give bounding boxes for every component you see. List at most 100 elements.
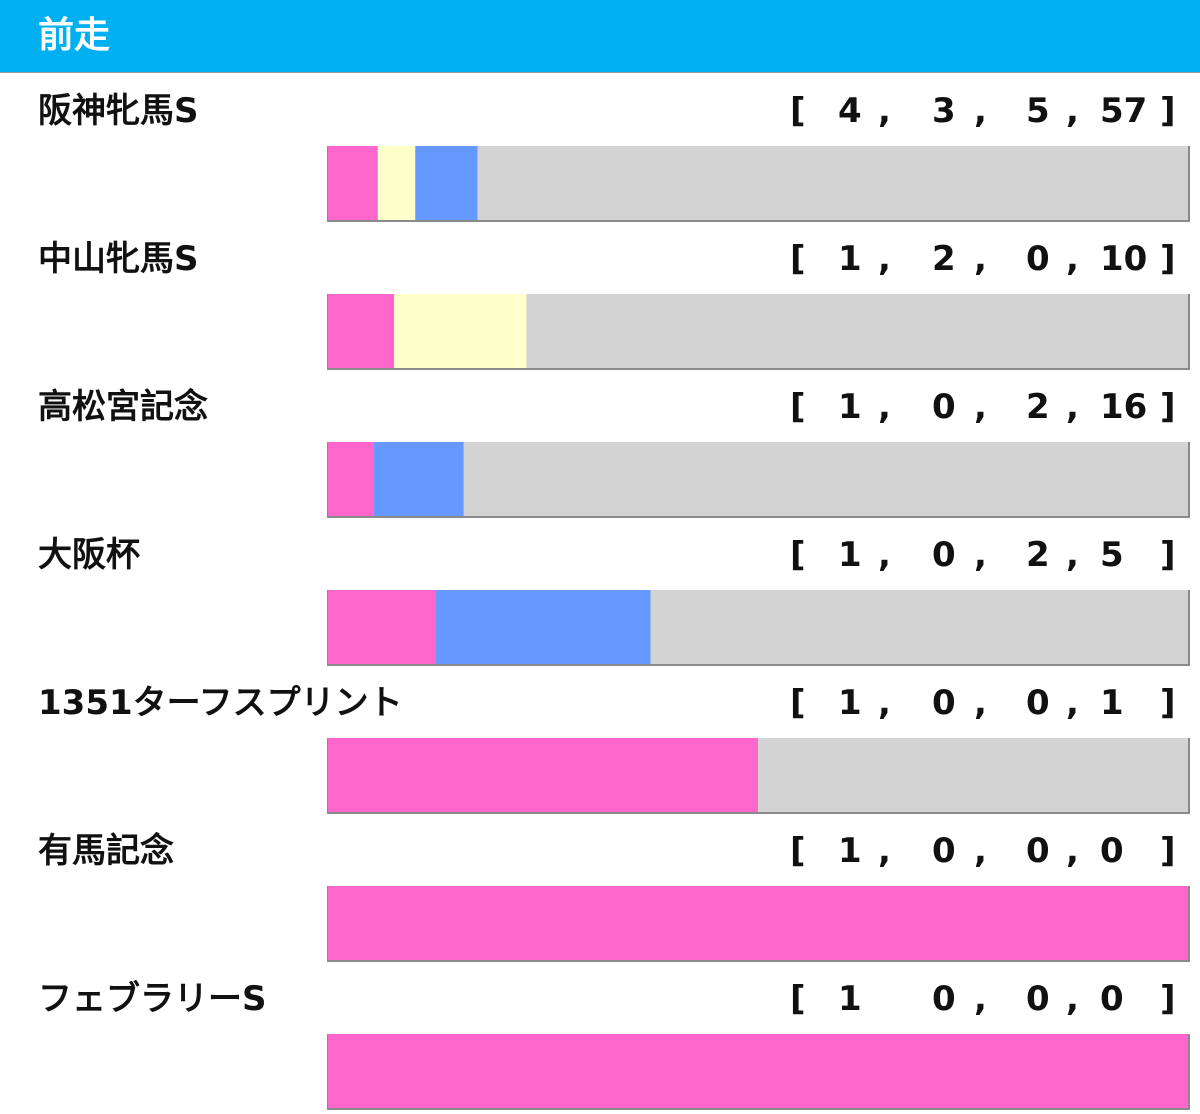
- result-bar: [327, 1034, 1190, 1110]
- record-third: 0: [1026, 831, 1050, 871]
- record-c3: ,: [1066, 91, 1079, 131]
- record-second: 0: [932, 831, 956, 871]
- race-record: [1, 0, 2, 5]: [788, 532, 1188, 578]
- record-open: [: [790, 91, 806, 131]
- race-record: [1, 0, 0, 0]: [788, 828, 1188, 874]
- race-record: [1, 0, 2, 16]: [788, 384, 1188, 430]
- record-other: 0: [1100, 979, 1124, 1019]
- result-bar-svg: [328, 590, 1188, 664]
- result-bar: [327, 590, 1190, 666]
- record-c2: ,: [974, 535, 987, 575]
- record-other: 5: [1100, 535, 1124, 575]
- record-third: 5: [1026, 91, 1050, 131]
- record-first: 1: [838, 535, 862, 575]
- race-name: 大阪杯: [38, 535, 140, 575]
- result-bar: [327, 442, 1190, 518]
- bar-segment-other-place: [526, 294, 1188, 368]
- bar-segment-first-place: [328, 146, 378, 220]
- record-third: 0: [1026, 979, 1050, 1019]
- result-bar-svg: [328, 146, 1188, 220]
- record-second: 2: [932, 239, 956, 279]
- bar-segment-first-place: [328, 1034, 1188, 1108]
- record-c2: ,: [974, 387, 987, 427]
- record-second: 0: [932, 683, 956, 723]
- race-row: 1351ターフスプリント [1, 0, 0, 1]: [0, 666, 1200, 814]
- record-c3: ,: [1066, 683, 1079, 723]
- record-c1: ,: [878, 91, 891, 131]
- bar-segment-other-place: [477, 146, 1188, 220]
- record-c3: ,: [1066, 979, 1079, 1019]
- record-first: 1: [838, 831, 862, 871]
- record-close: ]: [1160, 831, 1176, 871]
- bar-segment-first-place: [328, 442, 374, 516]
- bar-segment-second-place: [394, 294, 527, 368]
- record-close: ]: [1160, 91, 1176, 131]
- race-record: [1, 0, 0, 1]: [788, 680, 1188, 726]
- race-row: フェブラリーS [1 0, 0, 0]: [0, 962, 1200, 1110]
- record-first: 1: [838, 979, 862, 1019]
- record-open: [: [790, 535, 806, 575]
- record-c3: ,: [1066, 535, 1079, 575]
- record-c1: ,: [878, 535, 891, 575]
- record-c3: ,: [1066, 387, 1079, 427]
- race-row: 有馬記念 [1, 0, 0, 0]: [0, 814, 1200, 962]
- race-name: 有馬記念: [38, 831, 174, 871]
- record-c3: ,: [1066, 239, 1079, 279]
- race-name: 阪神牝馬S: [38, 91, 199, 131]
- result-bar: [327, 738, 1190, 814]
- race-name: フェブラリーS: [38, 979, 267, 1019]
- race-row: 大阪杯 [1, 0, 2, 5]: [0, 518, 1200, 666]
- record-c2: ,: [974, 239, 987, 279]
- bar-segment-other-place: [758, 738, 1188, 812]
- race-name: 高松宮記念: [38, 387, 208, 427]
- bar-segment-first-place: [328, 590, 436, 664]
- record-close: ]: [1160, 239, 1176, 279]
- record-c2: ,: [974, 831, 987, 871]
- record-c2: ,: [974, 91, 987, 131]
- race-record: [4, 3, 5, 57]: [788, 88, 1188, 134]
- chart-title: 前走: [38, 15, 111, 56]
- record-other: 16: [1100, 387, 1148, 427]
- race-row: 阪神牝馬S [4, 3, 5, 57]: [0, 74, 1200, 222]
- result-bar-svg: [328, 886, 1188, 960]
- record-open: [: [790, 979, 806, 1019]
- record-close: ]: [1160, 535, 1176, 575]
- record-third: 2: [1026, 535, 1050, 575]
- record-first: 1: [838, 387, 862, 427]
- record-close: ]: [1160, 387, 1176, 427]
- record-first: 1: [838, 683, 862, 723]
- record-c3: ,: [1066, 831, 1079, 871]
- record-other: 10: [1100, 239, 1148, 279]
- bar-segment-first-place: [328, 738, 758, 812]
- record-other: 57: [1100, 91, 1148, 131]
- bar-segment-first-place: [328, 886, 1188, 960]
- record-third: 2: [1026, 387, 1050, 427]
- race-name: 中山牝馬S: [38, 239, 199, 279]
- race-row: 高松宮記念 [1, 0, 2, 16]: [0, 370, 1200, 518]
- record-first: 1: [838, 239, 862, 279]
- race-record: [1, 2, 0, 10]: [788, 236, 1188, 282]
- chart-header: 前走: [0, 0, 1200, 73]
- record-open: [: [790, 387, 806, 427]
- record-open: [: [790, 239, 806, 279]
- result-bar-svg: [328, 442, 1188, 516]
- race-row: 中山牝馬S [1, 2, 0, 10]: [0, 222, 1200, 370]
- record-c2: ,: [974, 683, 987, 723]
- record-open: [: [790, 831, 806, 871]
- bar-segment-third-place: [373, 442, 464, 516]
- record-second: 0: [932, 387, 956, 427]
- race-name: 1351ターフスプリント: [38, 683, 403, 723]
- record-close: ]: [1160, 979, 1176, 1019]
- record-third: 0: [1026, 683, 1050, 723]
- result-bar-svg: [328, 738, 1188, 812]
- record-c2: ,: [974, 979, 987, 1019]
- record-other: 0: [1100, 831, 1124, 871]
- record-open: [: [790, 683, 806, 723]
- record-other: 1: [1100, 683, 1124, 723]
- record-close: ]: [1160, 683, 1176, 723]
- record-c1: ,: [878, 683, 891, 723]
- result-bar: [327, 886, 1190, 962]
- bar-segment-first-place: [328, 294, 395, 368]
- bar-segment-third-place: [415, 146, 478, 220]
- record-c1: ,: [878, 387, 891, 427]
